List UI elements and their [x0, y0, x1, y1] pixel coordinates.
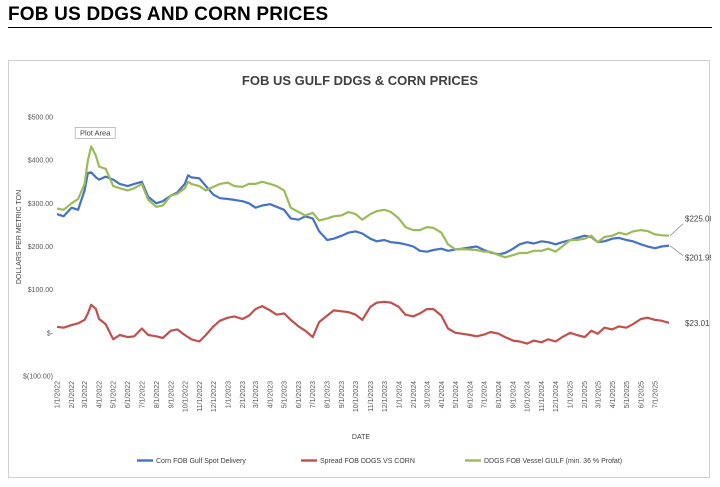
x-tick-label: 4/1/2022 — [97, 381, 104, 408]
x-tick-label: 11/1/2024 — [539, 381, 546, 412]
plot-area-label: Plot Area — [80, 128, 111, 137]
x-tick-label: 5/1/2022 — [111, 381, 118, 408]
x-tick-label: 2/1/2023 — [240, 381, 247, 408]
x-tick-label: 4/1/2023 — [268, 381, 275, 408]
y-tick-label: $500.00 — [28, 115, 53, 122]
x-tick-label: 6/1/2024 — [467, 381, 474, 408]
chart-svg: FOB US GULF DDGS & CORN PRICES DOLLARS P… — [16, 73, 711, 465]
x-tick-label: 8/1/2022 — [154, 381, 161, 408]
x-tick-label: 9/1/2022 — [168, 381, 175, 408]
x-tick-label: 4/1/2025 — [610, 381, 617, 408]
ddgs-end-leader — [669, 223, 684, 236]
x-tick-label: 7/1/2023 — [310, 381, 317, 408]
title-rule — [8, 27, 712, 28]
page-title: FOB US DDGS AND CORN PRICES — [8, 4, 329, 25]
legend: Corn FOB Gulf Spot Delivery Spread FOB DD… — [137, 458, 622, 465]
x-tick-label: 1/1/2024 — [396, 381, 403, 408]
x-tick-label: 9/1/2024 — [511, 381, 518, 408]
x-tick-label: 1/1/2023 — [225, 381, 232, 408]
corn-end-leader — [669, 245, 684, 256]
y-axis-ticks: $500.00 $400.00 $300.00 $200.00 $100.00 $- $(1… — [23, 115, 54, 381]
x-tick-label: 5/1/2024 — [453, 381, 460, 408]
ddgs-end-label: $225.00 — [685, 215, 711, 224]
x-tick-label: 8/1/2024 — [496, 381, 503, 408]
y-tick-label: $200.00 — [28, 244, 53, 251]
spread-end-label: $23.01 — [685, 319, 710, 328]
legend-corn-label: Corn FOB Gulf Spot Delivery — [156, 458, 246, 465]
x-tick-label: 1/1/2022 — [55, 381, 62, 408]
x-tick-label: 5/1/2025 — [624, 381, 631, 408]
x-tick-label: 7/1/2024 — [482, 381, 489, 408]
y-tick-label: $100.00 — [28, 287, 53, 294]
x-tick-label: 10/1/2023 — [353, 381, 360, 412]
x-axis-title: DATE — [352, 434, 370, 441]
corn-end-label: $201.99 — [685, 254, 711, 263]
x-tick-label: 10/1/2024 — [525, 381, 532, 412]
x-tick-label: 2/1/2022 — [69, 381, 76, 408]
x-tick-label: 12/1/2022 — [211, 381, 218, 412]
x-tick-label: 5/1/2023 — [282, 381, 289, 408]
x-tick-label: 6/1/2022 — [125, 381, 132, 408]
y-tick-label: $- — [47, 330, 54, 337]
x-tick-label: 3/1/2022 — [82, 381, 89, 408]
x-tick-label: 7/1/2022 — [139, 381, 146, 408]
x-tick-label: 11/1/2023 — [368, 381, 375, 412]
x-tick-label: 6/1/2025 — [638, 381, 645, 408]
plot-area-label-box — [74, 127, 116, 139]
x-tick-label: 12/1/2024 — [553, 381, 560, 412]
x-tick-label: 2/1/2025 — [582, 381, 589, 408]
ddgs-series-line — [56, 145, 670, 259]
y-tick-label: $300.00 — [28, 201, 53, 208]
x-tick-label: 10/1/2022 — [182, 381, 189, 412]
x-tick-label: 7/1/2025 — [652, 381, 659, 408]
x-tick-label: 2/1/2024 — [411, 381, 418, 408]
x-tick-label: 3/1/2024 — [424, 381, 431, 408]
x-axis-ticks: 1/1/2022 2/1/2022 3/1/2022 4/1/2022 5/1/2022… — [55, 381, 660, 412]
x-tick-label: 4/1/2024 — [439, 381, 446, 408]
chart-frame: FOB US GULF DDGS & CORN PRICES DOLLARS P… — [8, 60, 711, 478]
chart-title: FOB US GULF DDGS & CORN PRICES — [242, 73, 479, 88]
y-axis-title: DOLLARS PER METRIC TON — [16, 190, 23, 284]
x-tick-label: 1/1/2025 — [568, 381, 575, 408]
x-tick-label: 8/1/2023 — [325, 381, 332, 408]
x-tick-label: 3/1/2023 — [253, 381, 260, 408]
annotations: Plot Area $225.00 $201.99 $23.01 — [74, 127, 711, 328]
x-tick-label: 12/1/2023 — [382, 381, 389, 412]
series-lines — [56, 145, 670, 345]
y-tick-label: $400.00 — [28, 158, 53, 165]
corn-series-line — [56, 171, 670, 256]
legend-spread-label: Spread FOB DDGS VS CORN — [320, 458, 415, 465]
x-tick-label: 11/1/2022 — [197, 381, 204, 412]
x-tick-label: 3/1/2025 — [595, 381, 602, 408]
y-tick-label: $(100.00) — [23, 374, 53, 381]
x-tick-label: 9/1/2023 — [339, 381, 346, 408]
legend-ddgs-label: DDGS FOB Vessel GULF (min. 36 % Profat) — [484, 458, 622, 465]
spread-series-line — [56, 300, 670, 345]
x-tick-label: 6/1/2023 — [296, 381, 303, 408]
